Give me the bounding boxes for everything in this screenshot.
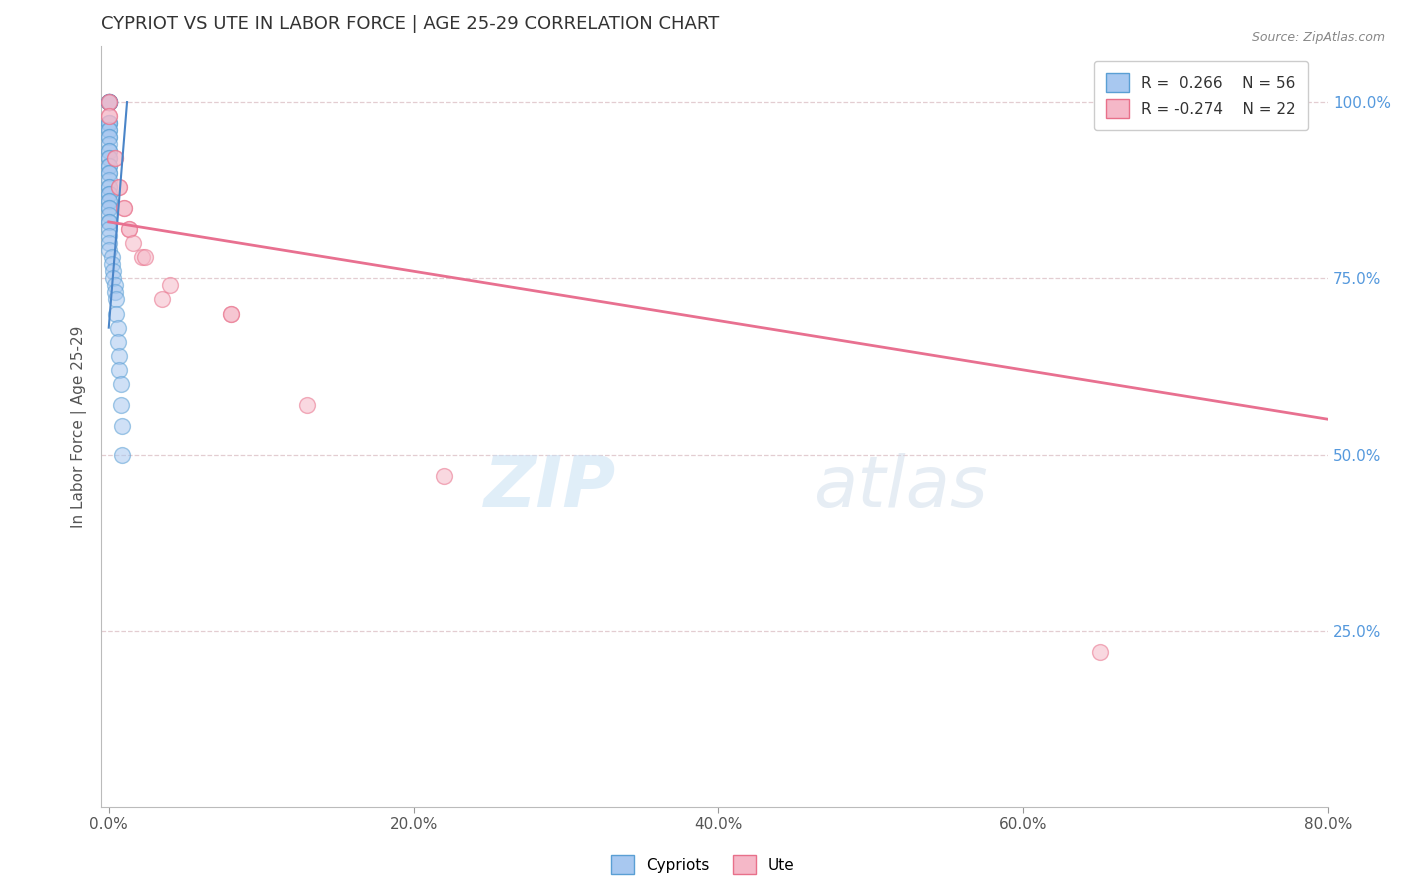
Point xyxy=(97,208,120,222)
Point xyxy=(134,250,156,264)
Point xyxy=(97,222,120,236)
Point xyxy=(110,377,132,392)
Point xyxy=(97,116,120,130)
Point xyxy=(159,278,181,293)
Point xyxy=(105,306,128,320)
Point xyxy=(150,293,173,307)
Point xyxy=(97,123,120,137)
Point xyxy=(97,116,120,130)
Point xyxy=(112,201,135,215)
Point xyxy=(97,172,120,186)
Point xyxy=(97,179,120,194)
Point xyxy=(97,95,120,109)
Text: atlas: atlas xyxy=(813,453,987,522)
Point xyxy=(97,194,120,208)
Point xyxy=(97,145,120,159)
Point xyxy=(97,159,120,173)
Point xyxy=(97,95,120,109)
Point xyxy=(122,235,145,250)
Point xyxy=(104,152,127,166)
Point xyxy=(97,165,120,179)
Point xyxy=(97,201,120,215)
Point xyxy=(97,95,120,109)
Point xyxy=(97,186,120,201)
Point xyxy=(97,95,120,109)
Point xyxy=(97,201,120,215)
Point xyxy=(97,229,120,244)
Point xyxy=(97,95,120,109)
Point xyxy=(104,285,127,300)
Legend: R =  0.266    N = 56, R = -0.274    N = 22: R = 0.266 N = 56, R = -0.274 N = 22 xyxy=(1094,61,1308,130)
Point xyxy=(103,271,125,285)
Point xyxy=(97,95,120,109)
Point xyxy=(97,243,120,257)
Legend: Cypriots, Ute: Cypriots, Ute xyxy=(605,849,801,880)
Point xyxy=(105,293,128,307)
Point xyxy=(111,419,134,434)
Point xyxy=(110,398,132,412)
Point xyxy=(97,235,120,250)
Point xyxy=(97,116,120,130)
Point xyxy=(97,215,120,229)
Point xyxy=(219,306,242,320)
Point xyxy=(97,165,120,179)
Point xyxy=(97,109,120,123)
Point xyxy=(97,109,120,123)
Point xyxy=(103,264,125,278)
Point xyxy=(101,250,124,264)
Point xyxy=(111,448,134,462)
Point xyxy=(97,130,120,145)
Point xyxy=(97,194,120,208)
Point xyxy=(1088,645,1111,659)
Point xyxy=(97,95,120,109)
Point xyxy=(117,222,139,236)
Point xyxy=(131,250,153,264)
Text: ZIP: ZIP xyxy=(484,453,616,522)
Point xyxy=(97,152,120,166)
Point xyxy=(108,179,131,194)
Point xyxy=(97,95,120,109)
Point xyxy=(97,186,120,201)
Point xyxy=(112,201,135,215)
Point xyxy=(104,278,127,293)
Point xyxy=(117,222,139,236)
Point xyxy=(97,215,120,229)
Point xyxy=(101,257,124,271)
Point xyxy=(97,137,120,152)
Point xyxy=(107,334,129,349)
Point xyxy=(97,179,120,194)
Point xyxy=(97,95,120,109)
Point xyxy=(97,95,120,109)
Point xyxy=(219,306,242,320)
Point xyxy=(108,363,131,377)
Text: Source: ZipAtlas.com: Source: ZipAtlas.com xyxy=(1251,31,1385,45)
Point xyxy=(433,468,456,483)
Point xyxy=(108,179,131,194)
Point xyxy=(97,152,120,166)
Point xyxy=(97,145,120,159)
Y-axis label: In Labor Force | Age 25-29: In Labor Force | Age 25-29 xyxy=(72,326,87,527)
Point xyxy=(104,152,127,166)
Point xyxy=(295,398,318,412)
Point xyxy=(108,349,131,363)
Point xyxy=(107,320,129,334)
Text: CYPRIOT VS UTE IN LABOR FORCE | AGE 25-29 CORRELATION CHART: CYPRIOT VS UTE IN LABOR FORCE | AGE 25-2… xyxy=(101,15,720,33)
Point xyxy=(97,130,120,145)
Point xyxy=(97,123,120,137)
Point xyxy=(97,159,120,173)
